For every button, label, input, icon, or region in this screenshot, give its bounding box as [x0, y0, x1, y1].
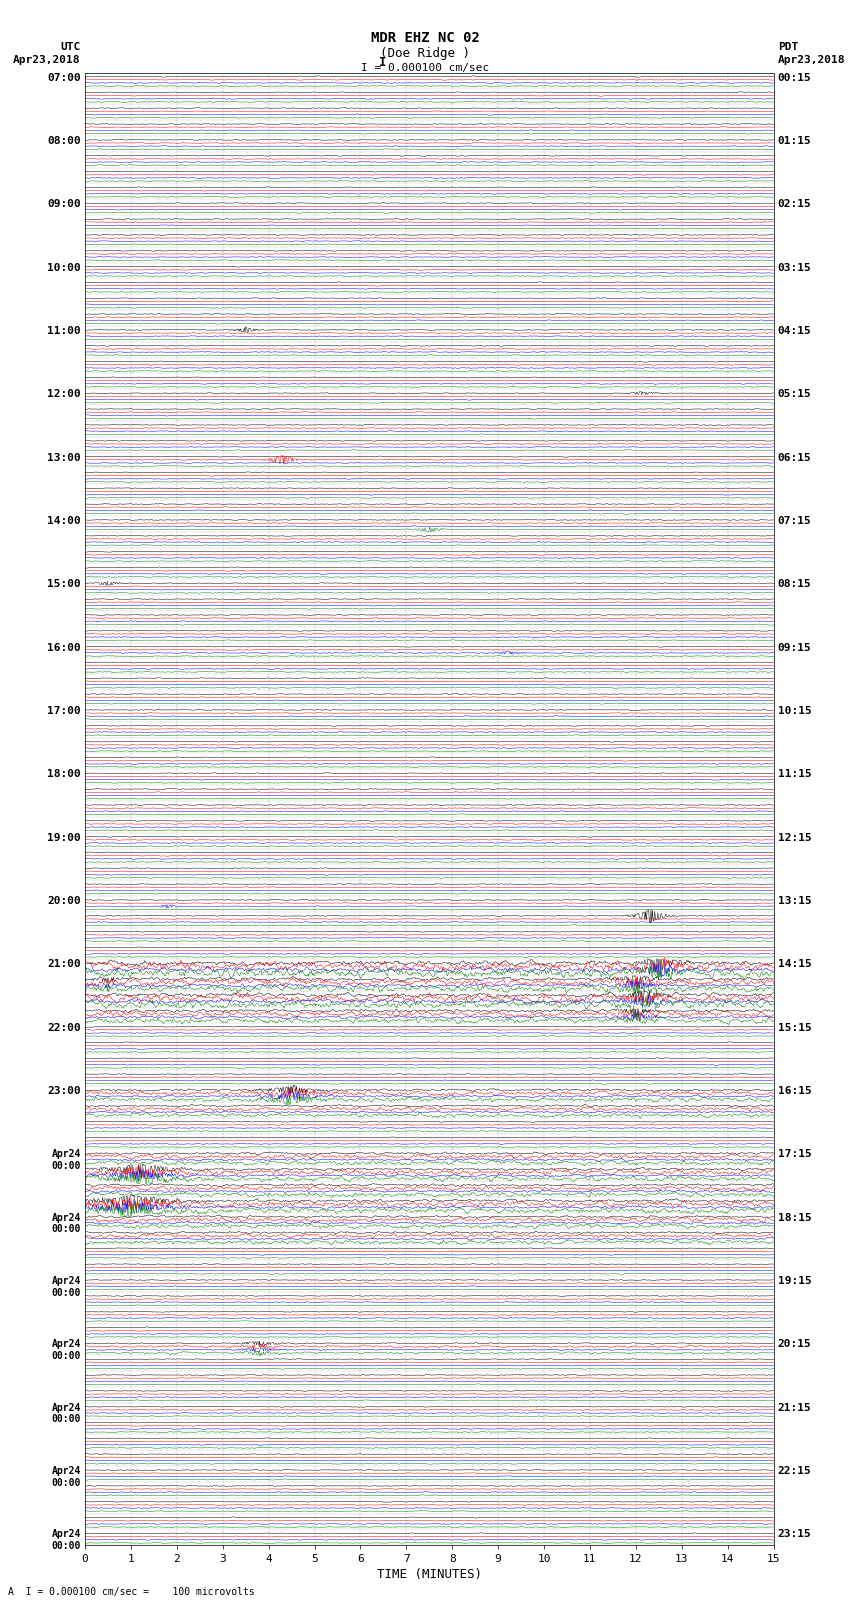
Text: 08:00: 08:00	[47, 135, 81, 145]
Text: 04:15: 04:15	[778, 326, 812, 336]
Text: 20:15: 20:15	[778, 1339, 812, 1350]
Text: (Doe Ridge ): (Doe Ridge )	[380, 47, 470, 60]
Text: 15:00: 15:00	[47, 579, 81, 589]
Text: Apr24
00:00: Apr24 00:00	[51, 1276, 81, 1297]
Text: 07:15: 07:15	[778, 516, 812, 526]
Text: 14:15: 14:15	[778, 960, 812, 969]
Text: 19:00: 19:00	[47, 832, 81, 842]
Text: 07:00: 07:00	[47, 73, 81, 82]
Text: Apr24
00:00: Apr24 00:00	[51, 1339, 81, 1361]
Text: 05:15: 05:15	[778, 389, 812, 400]
Text: 12:15: 12:15	[778, 832, 812, 842]
Text: 13:15: 13:15	[778, 895, 812, 907]
Text: Apr24
00:00: Apr24 00:00	[51, 1150, 81, 1171]
Text: Apr24
00:00: Apr24 00:00	[51, 1213, 81, 1234]
Text: 16:00: 16:00	[47, 642, 81, 653]
Text: 17:15: 17:15	[778, 1150, 812, 1160]
Text: 01:15: 01:15	[778, 135, 812, 145]
Text: MDR EHZ NC 02: MDR EHZ NC 02	[371, 31, 479, 45]
Text: 16:15: 16:15	[778, 1086, 812, 1097]
Text: 03:15: 03:15	[778, 263, 812, 273]
Text: 13:00: 13:00	[47, 453, 81, 463]
Text: 21:00: 21:00	[47, 960, 81, 969]
Text: 21:15: 21:15	[778, 1403, 812, 1413]
Text: 02:15: 02:15	[778, 200, 812, 210]
Text: 22:15: 22:15	[778, 1466, 812, 1476]
Text: A  I = 0.000100 cm/sec =    100 microvolts: A I = 0.000100 cm/sec = 100 microvolts	[8, 1587, 255, 1597]
Text: 18:00: 18:00	[47, 769, 81, 779]
Text: 23:00: 23:00	[47, 1086, 81, 1097]
Text: 22:00: 22:00	[47, 1023, 81, 1032]
Text: 18:15: 18:15	[778, 1213, 812, 1223]
Text: 09:15: 09:15	[778, 642, 812, 653]
Text: 14:00: 14:00	[47, 516, 81, 526]
Text: 19:15: 19:15	[778, 1276, 812, 1286]
Text: Apr24
00:00: Apr24 00:00	[51, 1466, 81, 1487]
Text: 06:15: 06:15	[778, 453, 812, 463]
Text: I: I	[379, 56, 386, 69]
Text: Apr24
00:00: Apr24 00:00	[51, 1403, 81, 1424]
X-axis label: TIME (MINUTES): TIME (MINUTES)	[377, 1568, 482, 1581]
Text: 09:00: 09:00	[47, 200, 81, 210]
Text: PDT: PDT	[778, 42, 798, 52]
Text: 10:15: 10:15	[778, 706, 812, 716]
Text: 00:15: 00:15	[778, 73, 812, 82]
Text: UTC: UTC	[60, 42, 81, 52]
Text: 10:00: 10:00	[47, 263, 81, 273]
Text: Apr24
00:00: Apr24 00:00	[51, 1529, 81, 1552]
Text: 12:00: 12:00	[47, 389, 81, 400]
Text: 11:00: 11:00	[47, 326, 81, 336]
Text: I = 0.000100 cm/sec: I = 0.000100 cm/sec	[361, 63, 489, 73]
Text: Apr23,2018: Apr23,2018	[14, 55, 81, 65]
Text: 17:00: 17:00	[47, 706, 81, 716]
Text: Apr23,2018: Apr23,2018	[778, 55, 845, 65]
Text: 08:15: 08:15	[778, 579, 812, 589]
Text: 15:15: 15:15	[778, 1023, 812, 1032]
Text: 11:15: 11:15	[778, 769, 812, 779]
Text: 20:00: 20:00	[47, 895, 81, 907]
Text: 23:15: 23:15	[778, 1529, 812, 1539]
